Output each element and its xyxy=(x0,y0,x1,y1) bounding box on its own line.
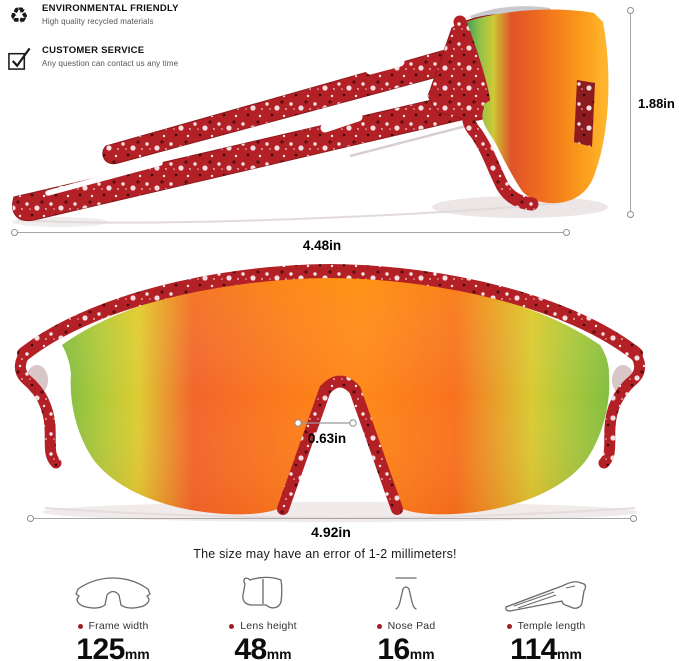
spec-value: 125 xyxy=(76,633,125,661)
badge-title: ENVIRONMENTAL FRIENDLY xyxy=(42,3,179,14)
lens-front xyxy=(62,277,610,515)
bullet-icon xyxy=(77,623,83,629)
size-tolerance-note: The size may have an error of 1-2 millim… xyxy=(193,547,457,561)
nose-pad-icon xyxy=(340,570,472,612)
spec-value: 48 xyxy=(234,633,267,661)
spec-unit: mm xyxy=(409,646,435,661)
spec-label: Nose Pad xyxy=(387,620,436,632)
dimension-endpoint xyxy=(629,514,637,522)
feature-badges: ♻ ENVIRONMENTAL FRIENDLY High quality re… xyxy=(6,2,179,86)
spec-label: Lens height xyxy=(240,620,297,632)
dimension-endpoint xyxy=(626,210,634,218)
sunglasses-side-view xyxy=(12,6,609,227)
dimension-endpoint xyxy=(10,228,18,236)
lens-side xyxy=(453,9,609,211)
dimension-label: 1.88in xyxy=(638,96,675,111)
badge-customer-service: CUSTOMER SERVICE Any question can contac… xyxy=(6,44,179,72)
spec-unit: mm xyxy=(124,646,150,661)
spec-nose-pad: Nose Pad 16mm xyxy=(340,570,472,661)
badge-subtitle: Any question can contact us any time xyxy=(42,59,179,68)
spec-frame-width: Frame width 125mm xyxy=(47,570,179,661)
sunglasses-front-view: 0.63in xyxy=(0,250,679,522)
badge-title: CUSTOMER SERVICE xyxy=(42,45,145,56)
spec-unit: mm xyxy=(266,646,292,661)
temple-arms-and-frame xyxy=(12,14,521,222)
far-temple-edge xyxy=(349,122,475,158)
bullet-icon xyxy=(506,623,512,629)
dimension-endpoint xyxy=(626,6,634,14)
spec-lens-height: Lens height 48mm xyxy=(197,570,329,661)
dimension-endpoint xyxy=(26,514,34,522)
dimension-label: 4.92in xyxy=(311,524,351,540)
dimension-label: 0.63in xyxy=(308,431,346,446)
spec-value: 114 xyxy=(510,633,557,661)
badge-environmental: ♻ ENVIRONMENTAL FRIENDLY High quality re… xyxy=(6,2,179,30)
spec-unit: mm xyxy=(557,646,582,661)
checkbox-icon xyxy=(6,44,32,72)
frame-width-icon xyxy=(47,570,179,612)
dimension-line xyxy=(630,10,631,214)
bullet-icon xyxy=(376,623,382,629)
spec-label: Temple length xyxy=(517,620,586,632)
nose-gap-dimension: 0.63in xyxy=(294,419,357,446)
front-view-shadow xyxy=(42,502,638,522)
bullet-icon xyxy=(229,623,235,629)
dimension-endpoint xyxy=(562,228,570,236)
spec-temple-length: Temple length 114mm xyxy=(480,570,612,661)
badge-subtitle: High quality recycled materials xyxy=(42,17,154,26)
temple-length-icon xyxy=(480,570,612,612)
recycle-icon: ♻ xyxy=(9,3,29,28)
dimension-line xyxy=(14,232,566,233)
lens-height-icon xyxy=(197,570,329,612)
spec-value: 16 xyxy=(377,633,410,661)
spec-label: Frame width xyxy=(88,620,149,632)
dimension-line xyxy=(30,518,633,519)
spec-row: Frame width 125mm Lens height 48mm xyxy=(0,570,679,661)
dimension-label: 4.48in xyxy=(302,238,342,253)
